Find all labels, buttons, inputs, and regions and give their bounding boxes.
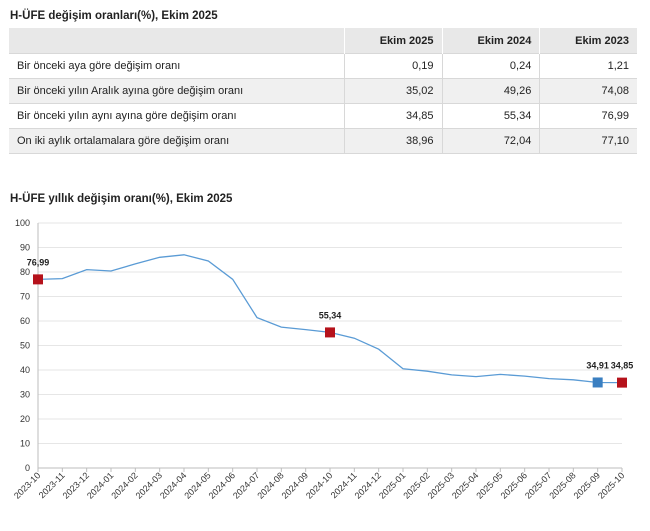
row-label: On iki aylık ortalamalara göre değişim o… [9,128,345,154]
table-row: On iki aylık ortalamalara göre değişim o… [9,128,637,154]
data-point-marker [325,327,335,338]
y-tick-label: 50 [20,341,30,351]
y-tick-label: 40 [20,365,30,375]
y-tick-label: 70 [20,292,30,302]
data-point-marker [592,377,603,388]
table-row: Bir önceki aya göre değişim oranı 0,19 0… [9,53,637,79]
table-title: H-ÜFE değişim oranları(%), Ekim 2025 [10,10,218,22]
table-row: Bir önceki yılın Aralık ayına göre değiş… [9,78,637,104]
data-point-marker [33,274,43,285]
table-header-row: Ekim 2025 Ekim 2024 Ekim 2023 [9,28,637,54]
cell-value: 55,34 [441,103,540,129]
x-tick-label: 2024-10 [304,470,334,500]
cell-value: 0,24 [441,53,540,79]
cell-value: 76,99 [539,103,637,129]
data-label: 55,34 [319,310,342,320]
y-tick-label: 80 [20,267,30,277]
row-label: Bir önceki yılın Aralık ayına göre değiş… [9,78,345,104]
row-label: Bir önceki aya göre değişim oranı [9,53,345,79]
table-row: Bir önceki yılın aynı ayına göre değişim… [9,103,637,129]
y-tick-label: 10 [20,439,30,449]
data-label: 76,99 [27,257,50,267]
data-label: 34,85 [611,361,634,371]
y-tick-label: 20 [20,414,30,424]
cell-value: 72,04 [441,128,540,154]
data-label: 34,91 [586,360,609,370]
cell-value: 0,19 [343,53,443,79]
cell-value: 77,10 [539,128,637,154]
cell-value: 34,85 [343,103,443,129]
cell-value: 74,08 [539,78,637,104]
cell-value: 38,96 [343,128,443,154]
data-point-marker [617,377,627,388]
header-ekim-2024: Ekim 2024 [441,28,540,54]
y-tick-label: 0 [25,463,30,473]
x-tick-label: 2025-10 [596,470,626,500]
y-tick-label: 90 [20,243,30,253]
header-ekim-2025: Ekim 2025 [343,28,443,54]
annual-change-line-chart: 01020304050607080901002023-102023-112023… [12,218,634,501]
y-tick-label: 100 [15,218,30,228]
cell-value: 35,02 [343,78,443,104]
chart-title: H-ÜFE yıllık değişim oranı(%), Ekim 2025 [10,193,233,205]
header-ekim-2023: Ekim 2023 [539,28,637,54]
header-label-col [9,28,345,54]
x-tick-label: 2023-10 [12,470,42,500]
change-rates-table: Ekim 2025 Ekim 2024 Ekim 2023 Bir önceki… [9,28,637,154]
cell-value: 49,26 [441,78,540,104]
cell-value: 1,21 [539,53,637,79]
y-tick-label: 30 [20,390,30,400]
y-tick-label: 60 [20,316,30,326]
row-label: Bir önceki yılın aynı ayına göre değişim… [9,103,345,129]
